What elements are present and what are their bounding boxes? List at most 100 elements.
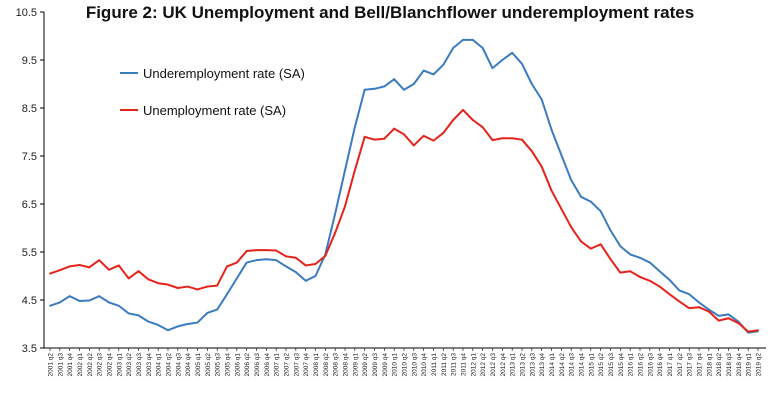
data-point [452,47,455,49]
x-tick-label: 2016 q4 [657,353,664,377]
data-point [432,139,435,142]
data-point [530,150,533,153]
data-point [619,271,622,274]
data-point [186,323,189,325]
y-tick-label: 3.5 [22,343,37,355]
x-tick-label: 2017 q2 [677,353,684,377]
data-point [363,135,366,138]
data-point [393,127,396,130]
data-point [147,278,150,281]
data-point [698,301,700,304]
data-point [452,119,455,121]
x-tick-label: 2014 q4 [579,353,586,377]
x-tick-label: 2003 q3 [136,353,143,377]
data-point [589,247,592,250]
x-tick-label: 2008 q3 [333,353,340,377]
data-point [491,139,494,142]
data-point [540,98,543,101]
data-point [314,263,317,265]
data-point [629,270,632,273]
x-tick-label: 2005 q3 [215,353,222,377]
data-point [501,137,504,140]
x-tick-label: 2011 q3 [451,353,458,376]
data-point [147,320,150,323]
data-point [530,83,533,85]
data-point [334,212,337,215]
data-point [668,278,671,281]
data-point [255,249,258,251]
data-point [235,277,238,280]
data-point [599,210,602,213]
x-tick-label: 2005 q1 [195,353,202,377]
x-tick-label: 2012 q1 [470,353,477,377]
x-tick-label: 2016 q1 [628,353,635,377]
data-point [658,270,661,273]
x-tick-label: 2010 q3 [411,353,418,377]
y-tick-label: 6.5 [22,199,37,211]
data-point [78,300,81,302]
data-point [717,319,720,322]
data-point [688,307,691,310]
x-tick-label: 2012 q3 [490,353,497,377]
data-point [501,59,504,61]
data-point [688,293,691,296]
data-point [707,308,710,311]
x-tick-label: 2009 q3 [372,353,379,377]
data-point [629,253,632,256]
data-point [393,78,396,81]
data-point [403,133,405,136]
x-tick-label: 2007 q1 [274,353,281,377]
x-tick-label: 2017 q4 [697,353,704,377]
data-point [196,288,199,291]
x-tick-label: 2016 q3 [647,353,654,377]
data-point [383,85,386,88]
x-tick-label: 2007 q4 [303,353,310,377]
x-tick-label: 2013 q3 [529,353,536,377]
data-point [206,285,209,288]
data-point [727,313,730,316]
x-tick-label: 2001 q4 [67,353,74,377]
data-point [648,261,651,264]
data-point [658,285,661,288]
data-point [285,265,287,268]
x-tick-label: 2015 q4 [618,353,625,377]
x-tick-label: 2008 q4 [343,353,350,377]
x-tick-label: 2005 q2 [205,353,212,377]
x-tick-label: 2007 q2 [284,353,291,377]
data-point [344,169,346,172]
x-tick-label: 2006 q4 [264,353,271,377]
data-point [98,259,101,262]
data-point [678,300,681,303]
data-point [226,265,228,268]
data-point [245,261,248,264]
legend-label-underemployment: Underemployment rate (SA) [143,66,305,81]
data-point [619,245,622,248]
data-point [521,62,523,65]
x-tick-label: 2006 q3 [254,353,261,377]
data-point [78,264,81,266]
data-point [580,240,582,243]
y-tick-label: 7.5 [22,151,37,163]
data-point [668,293,671,296]
x-tick-label: 2008 q2 [323,353,330,377]
data-point [285,255,287,258]
data-point [540,165,543,168]
x-tick-label: 2016 q2 [638,353,645,377]
data-point [550,189,553,192]
data-point [68,265,71,268]
data-point [108,268,110,271]
x-tick-label: 2015 q1 [588,353,595,377]
x-tick-label: 2004 q2 [166,353,173,377]
data-point [353,126,356,129]
data-point [324,254,327,257]
x-tick-label: 2018 q3 [726,353,733,377]
data-point [314,275,317,277]
x-tick-label: 2017 q1 [667,353,674,377]
data-point [717,314,720,317]
data-point [294,256,297,259]
x-tick-label: 2010 q1 [392,353,399,377]
data-point [58,269,61,272]
x-tick-label: 2010 q4 [421,353,428,377]
data-point [609,229,612,232]
data-point [58,301,61,304]
